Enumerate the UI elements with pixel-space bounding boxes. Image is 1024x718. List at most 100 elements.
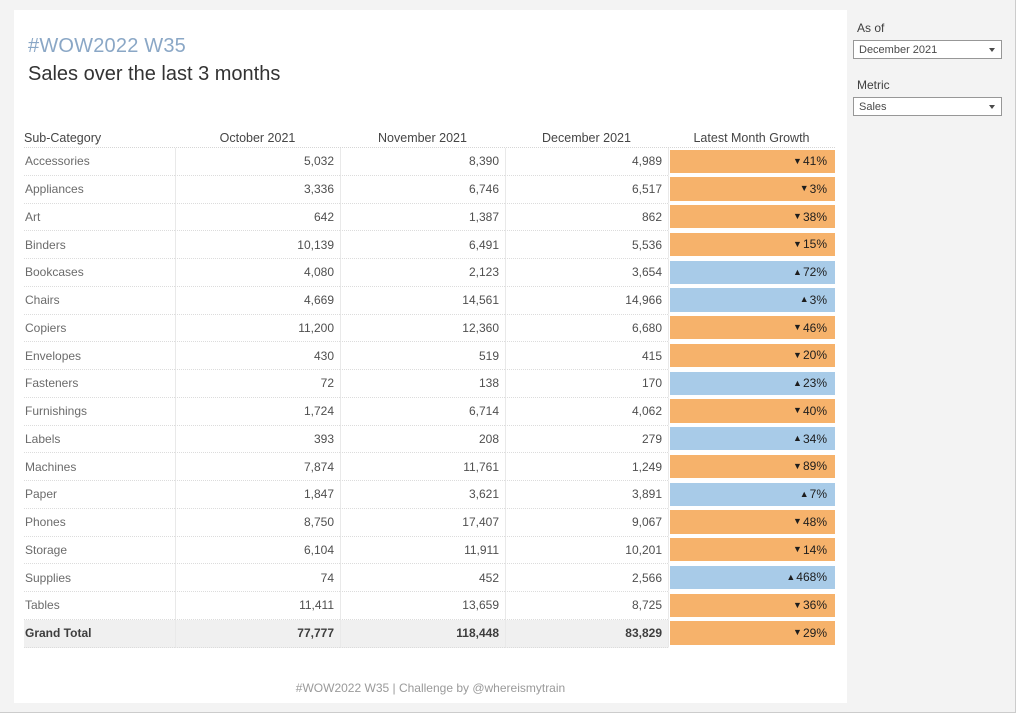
value-cell-november-2021[interactable]: 12,360 xyxy=(340,314,505,343)
value-cell-december-2021[interactable]: 83,829 xyxy=(505,619,668,648)
value-cell-october-2021[interactable]: 393 xyxy=(175,425,340,454)
value-cell-december-2021[interactable]: 8,725 xyxy=(505,592,668,620)
value-cell-december-2021[interactable]: 5,536 xyxy=(505,231,668,259)
growth-pill[interactable]: ▼ 36% xyxy=(670,593,835,617)
metric-dropdown[interactable]: Sales xyxy=(853,97,1002,116)
value-cell-december-2021[interactable]: 6,517 xyxy=(505,175,668,204)
value-cell-october-2021[interactable]: 7,874 xyxy=(175,453,340,481)
value-cell-november-2021[interactable]: 138 xyxy=(340,370,505,398)
column-header-latest-month-growth[interactable]: Latest Month Growth xyxy=(693,130,810,145)
value-cell-november-2021[interactable]: 13,659 xyxy=(340,592,505,620)
value-cell-november-2021[interactable]: 11,761 xyxy=(340,453,505,481)
value-cell-december-2021[interactable]: 4,989 xyxy=(505,148,668,176)
row-label[interactable]: Copiers xyxy=(24,315,175,343)
value-cell-october-2021[interactable]: 77,777 xyxy=(175,619,340,648)
value-cell-october-2021[interactable]: 1,724 xyxy=(175,397,340,426)
row-label[interactable]: Furnishings xyxy=(24,398,175,426)
value-cell-october-2021[interactable]: 430 xyxy=(175,342,340,370)
column-header-october-2021[interactable]: October 2021 xyxy=(219,130,296,145)
value-cell-december-2021[interactable]: 4,062 xyxy=(505,397,668,426)
value-cell-december-2021[interactable]: 3,891 xyxy=(505,481,668,509)
value-cell-december-2021[interactable]: 10,201 xyxy=(505,536,668,565)
row-label[interactable]: Tables xyxy=(24,592,175,620)
row-label[interactable]: Storage xyxy=(24,537,175,565)
column-header-november-2021[interactable]: November 2021 xyxy=(378,130,467,145)
value-cell-november-2021[interactable]: 6,714 xyxy=(340,397,505,426)
row-label[interactable]: Binders xyxy=(24,231,175,259)
growth-pill[interactable]: ▲ 23% xyxy=(670,371,835,395)
value-cell-october-2021[interactable]: 74 xyxy=(175,564,340,592)
value-cell-december-2021[interactable]: 1,249 xyxy=(505,453,668,481)
value-cell-november-2021[interactable]: 452 xyxy=(340,564,505,592)
growth-pill[interactable]: ▼ 46% xyxy=(670,316,835,340)
value-cell-november-2021[interactable]: 6,491 xyxy=(340,231,505,259)
growth-pill[interactable]: ▼ 38% xyxy=(670,205,835,229)
growth-pill[interactable]: ▼ 20% xyxy=(670,343,835,367)
row-label[interactable]: Appliances xyxy=(24,176,175,204)
value-cell-december-2021[interactable]: 862 xyxy=(505,203,668,232)
row-label[interactable]: Chairs xyxy=(24,287,175,315)
value-cell-october-2021[interactable]: 8,750 xyxy=(175,508,340,537)
growth-pill[interactable]: ▼ 89% xyxy=(670,454,835,478)
value-cell-october-2021[interactable]: 4,669 xyxy=(175,286,340,315)
value-cell-november-2021[interactable]: 14,561 xyxy=(340,286,505,315)
value-cell-november-2021[interactable]: 118,448 xyxy=(340,619,505,648)
row-label[interactable]: Phones xyxy=(24,509,175,537)
row-label[interactable]: Art xyxy=(24,204,175,232)
row-label[interactable]: Labels xyxy=(24,426,175,454)
row-label[interactable]: Bookcases xyxy=(24,259,175,287)
value-cell-december-2021[interactable]: 2,566 xyxy=(505,564,668,592)
row-label[interactable]: Envelopes xyxy=(24,342,175,370)
value-cell-october-2021[interactable]: 3,336 xyxy=(175,175,340,204)
value-cell-november-2021[interactable]: 3,621 xyxy=(340,481,505,509)
value-cell-october-2021[interactable]: 642 xyxy=(175,203,340,232)
growth-pill[interactable]: ▲ 7% xyxy=(670,482,835,506)
value-cell-october-2021[interactable]: 6,104 xyxy=(175,536,340,565)
value-cell-november-2021[interactable]: 2,123 xyxy=(340,259,505,287)
value-cell-december-2021[interactable]: 9,067 xyxy=(505,508,668,537)
growth-pill[interactable]: ▼ 29% xyxy=(670,621,835,645)
value-cell-december-2021[interactable]: 14,966 xyxy=(505,286,668,315)
row-label[interactable]: Grand Total xyxy=(24,619,175,648)
value-cell-october-2021[interactable]: 11,411 xyxy=(175,592,340,620)
value-cell-december-2021[interactable]: 6,680 xyxy=(505,314,668,343)
as-of-dropdown[interactable]: December 2021 xyxy=(853,40,1002,59)
row-label[interactable]: Paper xyxy=(24,481,175,509)
column-header-december-2021[interactable]: December 2021 xyxy=(542,130,631,145)
value-cell-december-2021[interactable]: 3,654 xyxy=(505,259,668,287)
growth-pill[interactable]: ▲ 468% xyxy=(670,565,835,589)
value-cell-november-2021[interactable]: 6,746 xyxy=(340,175,505,204)
value-cell-november-2021[interactable]: 208 xyxy=(340,425,505,454)
row-label[interactable]: Fasteners xyxy=(24,370,175,398)
growth-pill[interactable]: ▼ 48% xyxy=(670,510,835,534)
row-label[interactable]: Machines xyxy=(24,453,175,481)
row-label[interactable]: Accessories xyxy=(24,148,175,176)
value-cell-november-2021[interactable]: 1,387 xyxy=(340,203,505,232)
growth-pill[interactable]: ▼ 41% xyxy=(670,149,835,173)
growth-pill[interactable]: ▼ 40% xyxy=(670,399,835,423)
value-cell-november-2021[interactable]: 11,911 xyxy=(340,536,505,565)
row-label[interactable]: Supplies xyxy=(24,564,175,592)
growth-pill[interactable]: ▲ 34% xyxy=(670,427,835,451)
growth-pill[interactable]: ▼ 14% xyxy=(670,538,835,562)
growth-value: 29% xyxy=(802,625,827,640)
value-cell-october-2021[interactable]: 10,139 xyxy=(175,231,340,259)
table-row: Fasteners 72 138 170 ▲ 23% xyxy=(24,370,835,398)
growth-pill[interactable]: ▼ 15% xyxy=(670,232,835,256)
value-cell-december-2021[interactable]: 279 xyxy=(505,425,668,454)
value-cell-november-2021[interactable]: 519 xyxy=(340,342,505,370)
value-cell-december-2021[interactable]: 170 xyxy=(505,370,668,398)
value-cell-october-2021[interactable]: 72 xyxy=(175,370,340,398)
value-cell-november-2021[interactable]: 8,390 xyxy=(340,148,505,176)
growth-pill[interactable]: ▲ 72% xyxy=(670,260,835,284)
growth-pill[interactable]: ▼ 3% xyxy=(670,177,835,201)
growth-cell: ▼ 40% xyxy=(668,397,835,426)
value-cell-october-2021[interactable]: 11,200 xyxy=(175,314,340,343)
column-header-sub-category[interactable]: Sub-Category xyxy=(24,130,102,145)
value-cell-october-2021[interactable]: 4,080 xyxy=(175,259,340,287)
value-cell-december-2021[interactable]: 415 xyxy=(505,342,668,370)
value-cell-november-2021[interactable]: 17,407 xyxy=(340,508,505,537)
value-cell-october-2021[interactable]: 5,032 xyxy=(175,148,340,176)
value-cell-october-2021[interactable]: 1,847 xyxy=(175,481,340,509)
growth-pill[interactable]: ▲ 3% xyxy=(670,288,835,312)
